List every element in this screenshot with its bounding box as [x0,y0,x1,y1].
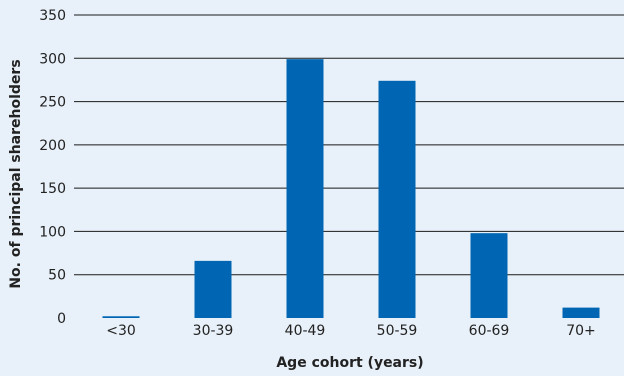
bar-4 [378,80,416,319]
bar-3 [286,59,324,318]
x-tick-label: 70+ [566,323,596,339]
x-tick-label: 50-59 [377,323,418,339]
x-axis-title: Age cohort (years) [276,355,423,371]
y-axis-title: No. of principal shareholders [8,59,24,288]
bar-5 [470,233,508,318]
y-tick-label: 50 [48,268,66,284]
y-tick-label: 0 [57,311,66,327]
gridlines [74,14,624,276]
y-axis-ticks: 0 50 100 150 200 250 300 350 [39,8,66,327]
bars [102,59,600,319]
x-axis-ticks: <30 30-39 40-49 50-59 60-69 70+ [106,323,596,339]
x-tick-label: <30 [106,323,136,339]
bar-6 [562,307,600,318]
y-tick-label: 300 [39,51,66,67]
y-tick-label: 350 [39,8,66,24]
bar-1 [102,316,140,318]
x-tick-label: 60-69 [469,323,510,339]
y-tick-label: 250 [39,95,66,111]
x-tick-label: 40-49 [285,323,326,339]
bar-2 [194,260,232,318]
x-tick-label: 30-39 [193,323,234,339]
y-tick-label: 200 [39,138,66,154]
y-tick-label: 100 [39,224,66,240]
y-tick-label: 150 [39,181,66,197]
